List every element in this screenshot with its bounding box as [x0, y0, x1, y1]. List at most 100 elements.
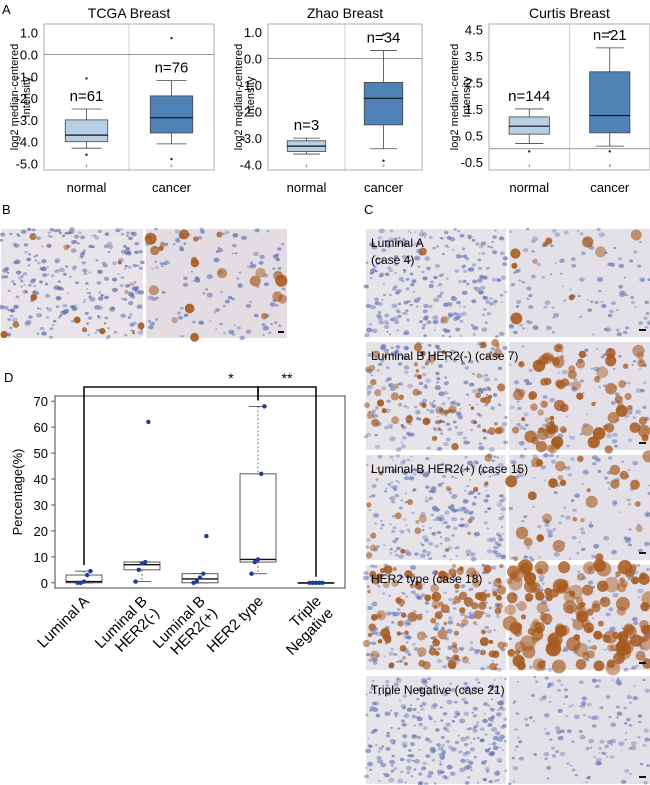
nucleus: [471, 372, 476, 376]
nucleus: [180, 335, 184, 338]
nucleus: [44, 282, 49, 286]
nucleus: [603, 535, 610, 541]
nucleus: [643, 541, 650, 547]
nucleus: [515, 603, 519, 607]
panel-letter-c: C: [364, 202, 373, 217]
nucleus: [384, 313, 390, 318]
nucleus: [553, 312, 560, 318]
nucleus: [444, 510, 450, 515]
nucleus: [449, 558, 452, 561]
nucleus: [469, 641, 474, 644]
nucleus: [554, 261, 558, 264]
nucleus: [103, 322, 107, 325]
nucleus: [563, 688, 568, 692]
stained-cell: [592, 600, 601, 609]
stained-cell: [117, 260, 122, 265]
nucleus: [259, 254, 265, 259]
stained-cell: [440, 604, 450, 614]
stained-cell: [458, 591, 468, 601]
nucleus: [638, 321, 644, 325]
nucleus: [368, 658, 373, 663]
nucleus: [377, 236, 383, 240]
stained-cell: [150, 245, 160, 256]
nucleus: [474, 286, 481, 292]
nucleus: [70, 319, 75, 323]
nucleus: [623, 276, 626, 279]
scale-bar: [639, 776, 646, 778]
nucleus: [88, 271, 92, 274]
nucleus: [497, 709, 500, 712]
nucleus: [383, 655, 387, 658]
nucleus: [513, 380, 520, 385]
nucleus: [434, 622, 440, 627]
nucleus: [132, 263, 138, 268]
nucleus: [578, 730, 583, 733]
nucleus: [20, 229, 27, 235]
nucleus: [406, 255, 410, 259]
nucleus: [62, 272, 67, 276]
nucleus: [512, 702, 515, 705]
nucleus: [466, 553, 470, 557]
nucleus: [97, 230, 102, 233]
nucleus: [122, 244, 127, 248]
nucleus: [578, 315, 583, 319]
nucleus: [591, 554, 596, 559]
nucleus: [416, 698, 419, 701]
nucleus: [363, 570, 369, 575]
nucleus: [606, 433, 613, 439]
nucleus: [603, 384, 607, 388]
nucleus: [543, 453, 549, 458]
nucleus: [14, 259, 21, 265]
nucleus: [581, 482, 585, 486]
nucleus: [486, 527, 490, 530]
nucleus: [365, 713, 369, 717]
nucleus: [423, 236, 427, 239]
nucleus: [541, 276, 546, 279]
nucleus: [129, 282, 135, 287]
nucleus: [414, 231, 417, 233]
nucleus: [439, 519, 444, 522]
nucleus: [488, 684, 495, 689]
nucleus: [151, 297, 157, 302]
stained-cell: [504, 604, 516, 616]
nucleus: [544, 713, 550, 718]
nucleus: [483, 779, 487, 782]
nucleus: [441, 252, 445, 256]
nucleus: [267, 230, 270, 232]
stained-cell: [137, 322, 145, 330]
stained-cell: [494, 607, 502, 615]
nucleus: [434, 344, 439, 348]
nucleus: [463, 305, 467, 309]
nucleus: [503, 708, 507, 710]
nucleus: [402, 518, 407, 521]
stained-cell: [431, 591, 442, 602]
data-point: [255, 557, 261, 562]
nucleus: [562, 703, 566, 705]
nucleus: [477, 387, 483, 392]
nucleus: [571, 740, 575, 743]
nucleus: [459, 305, 462, 308]
nucleus: [498, 746, 502, 749]
data-point: [204, 533, 209, 539]
nucleus: [281, 287, 286, 291]
stained-cell: [422, 417, 431, 426]
nucleus: [384, 425, 389, 430]
nucleus: [426, 446, 431, 450]
nucleus: [366, 432, 372, 437]
nucleus: [430, 486, 437, 491]
stained-cell: [497, 383, 506, 392]
nucleus: [549, 397, 556, 403]
nucleus: [434, 544, 439, 549]
nucleus: [628, 723, 633, 727]
nucleus: [594, 684, 600, 689]
stained-cell: [605, 348, 616, 359]
nucleus: [500, 275, 506, 280]
nucleus: [582, 469, 589, 475]
box: [363, 82, 404, 126]
nucleus: [406, 259, 410, 263]
nucleus: [500, 554, 507, 560]
nucleus: [368, 323, 373, 326]
nucleus: [627, 438, 633, 443]
nucleus: [400, 632, 405, 636]
